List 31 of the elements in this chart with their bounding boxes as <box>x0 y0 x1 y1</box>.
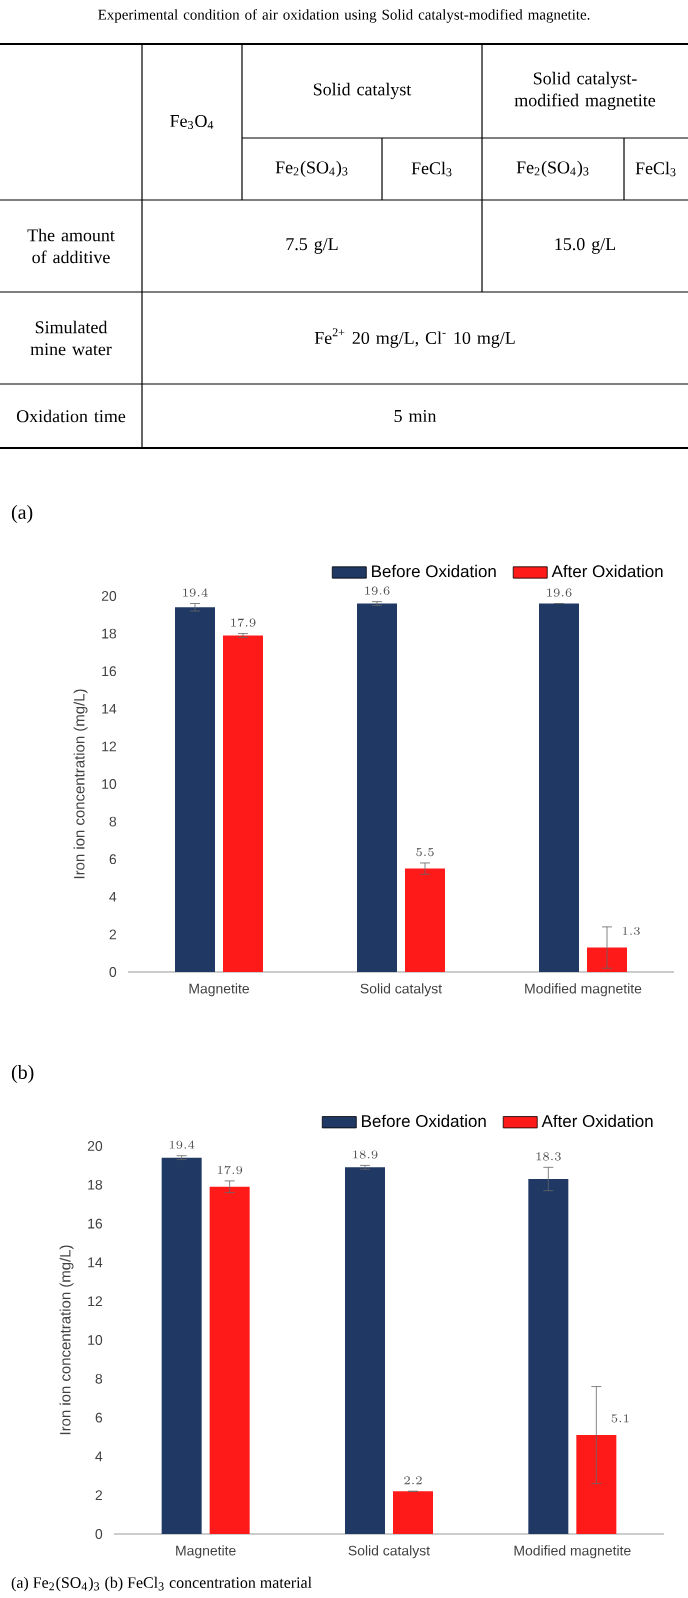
text: Fe$^{2+}$ 20 mg/L, Cl$^{-}$ 10 mg/L <box>314 328 515 348</box>
text: Solid catalyst-modified magnetite <box>514 71 656 111</box>
text: Fe$_{2}$(SO$_{4}$)$_{3}$ <box>275 160 348 178</box>
text: Fe$_{3}$O$_{4}$ <box>170 114 214 129</box>
text: 15.0 g/L <box>555 238 616 254</box>
text: FeCl$_{3}$ <box>411 161 452 177</box>
text: FeCl$_{3}$ <box>635 161 676 177</box>
bar <box>405 868 445 972</box>
bar <box>161 1157 202 1534</box>
chart-title: (b) <box>11 1064 34 1084</box>
bar <box>345 1167 385 1534</box>
text: Oxidation time <box>16 409 126 423</box>
bar <box>209 1186 250 1534</box>
bar <box>175 607 215 972</box>
legend-label: Before Oxidation <box>362 1114 486 1128</box>
bar <box>539 603 579 972</box>
bar <box>528 1178 569 1534</box>
chart-title: (a) <box>11 504 33 524</box>
legend-label: After Oxidation <box>551 564 663 578</box>
text: Fe$_{2}$(SO$_{4}$)$_{3}$ <box>516 160 589 178</box>
bar <box>223 635 263 972</box>
text: 7.5 g/L <box>286 238 338 254</box>
text: 5 min <box>394 409 437 423</box>
legend-label: After Oxidation <box>541 1114 653 1128</box>
bar <box>576 1435 617 1534</box>
bar <box>357 603 397 972</box>
bar <box>393 1491 433 1534</box>
text: Solid catalyst <box>313 82 412 100</box>
text: The amount of additive <box>27 228 115 264</box>
legend-label: Before Oxidation <box>372 564 496 578</box>
text: Simulated mine water <box>30 320 112 356</box>
